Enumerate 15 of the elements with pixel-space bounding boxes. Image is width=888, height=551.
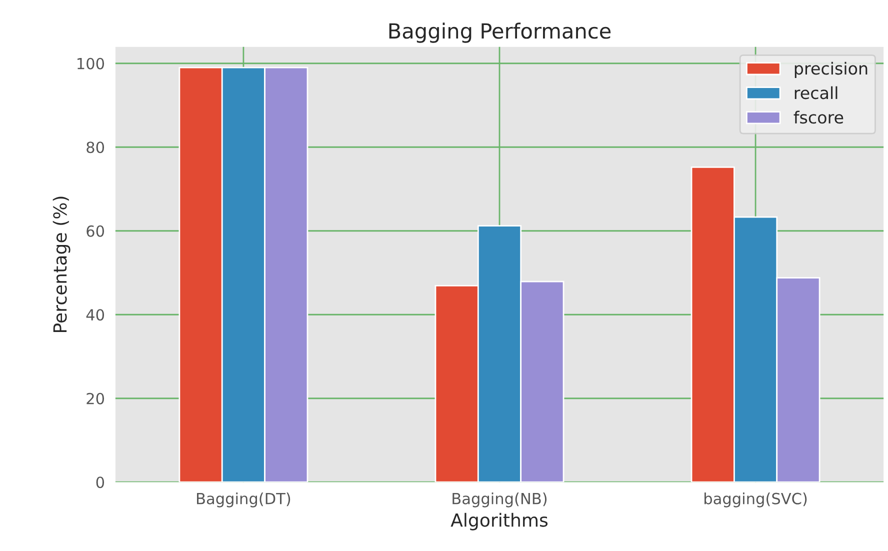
y-tick-label: 80 [86,142,104,154]
legend-label: precision [794,62,868,78]
y-tick-label: 100 [78,58,104,70]
x-axis-title: Algorithms [450,512,548,530]
x-tick-label: Bagging(DT) [197,492,290,508]
y-tick-label: 40 [86,309,104,321]
chart-title: Bagging Performance [389,22,611,43]
y-axis-title: Percentage (%) [52,196,70,332]
y-tick-label: 60 [86,225,104,237]
legend-label: recall [794,86,838,100]
y-tick-label: 0 [96,476,104,488]
legend-label: fscore [794,110,844,124]
y-tick-label: 20 [86,392,104,404]
x-tick-label: bagging(SVC) [704,492,807,508]
x-tick-label: Bagging(NB) [452,492,547,508]
